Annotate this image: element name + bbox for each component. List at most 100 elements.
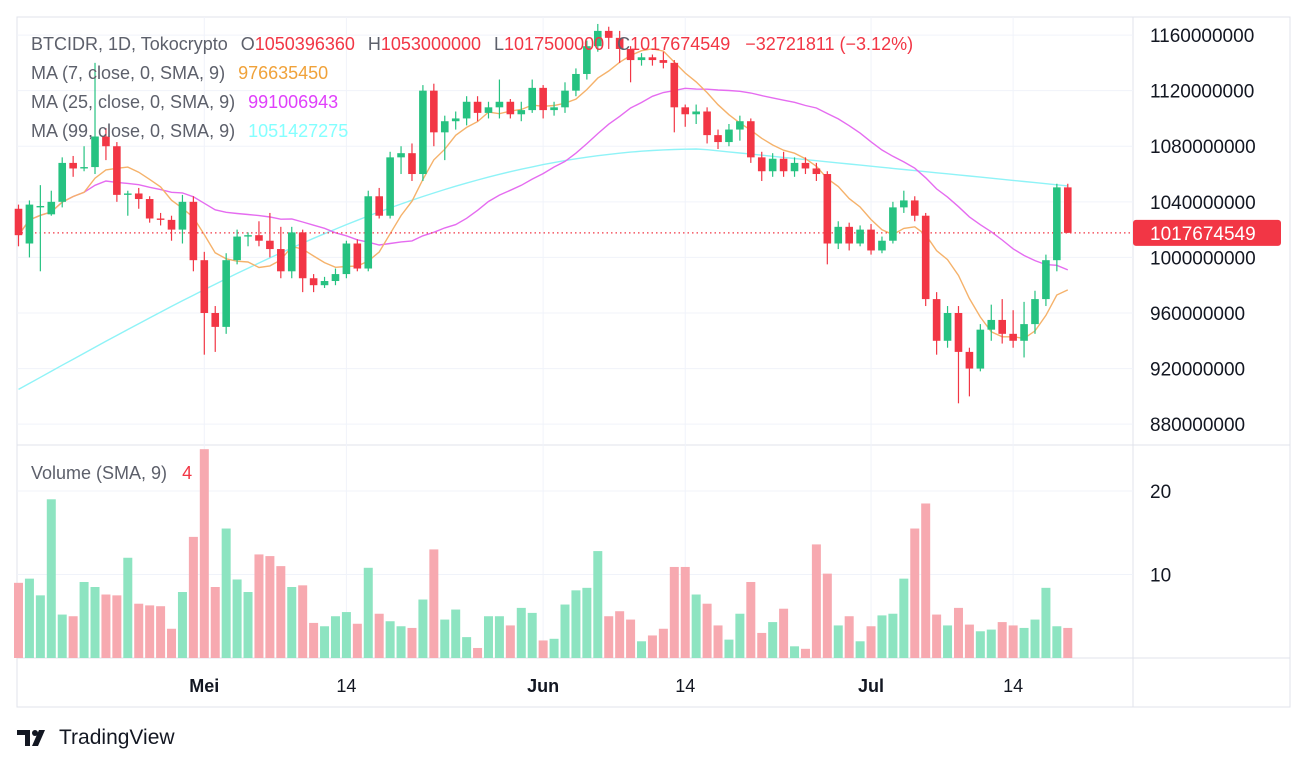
volume-bar <box>877 615 887 658</box>
volume-tick-label: 20 <box>1150 482 1171 503</box>
last-price-tag <box>1133 219 1281 246</box>
volume-bar <box>822 573 832 658</box>
volume-bar <box>735 613 745 658</box>
volume-bar <box>330 616 340 658</box>
high-label: H <box>367 34 381 54</box>
volume-bar <box>724 639 734 658</box>
volume-bar <box>494 616 504 658</box>
candle-body <box>823 174 832 244</box>
volume-bar <box>910 528 920 658</box>
candle-body <box>80 167 88 169</box>
candle-body <box>615 37 624 49</box>
candle-body <box>1009 333 1017 341</box>
ma25-label: MA (25, close, 0, SMA, 9) <box>31 92 236 112</box>
volume-bar <box>932 614 942 658</box>
candle-body <box>812 168 821 175</box>
candle-body <box>233 236 241 261</box>
volume-bar <box>46 499 56 658</box>
price-tick-label: 880000000 <box>1150 415 1245 436</box>
volume-bar <box>921 503 931 658</box>
candle-body <box>408 153 416 175</box>
volume-bar <box>177 592 187 658</box>
volume-bar <box>844 616 854 658</box>
candle-body <box>703 111 711 136</box>
candle-body <box>397 153 405 158</box>
time-tick-label: 14 <box>336 676 356 696</box>
close-value: 1017674549 <box>630 34 731 54</box>
volume-bar <box>1041 587 1051 658</box>
candle-body <box>113 146 121 195</box>
volume-bar <box>757 632 767 658</box>
ma25-value: 991006943 <box>248 92 339 112</box>
volume-bar <box>615 611 625 658</box>
volume-bar <box>626 619 636 658</box>
volume-bar <box>156 606 166 658</box>
candle-body <box>954 312 963 352</box>
volume-bar <box>14 582 23 658</box>
volume-bar <box>1008 625 1018 658</box>
volume-bar <box>473 647 483 658</box>
volume-bar <box>134 603 144 658</box>
volume-bar <box>702 603 712 658</box>
close-label: C <box>617 34 631 54</box>
volume-bar <box>1030 619 1040 658</box>
volume-bar <box>462 637 472 658</box>
candle-body <box>561 90 569 108</box>
ma99-label: MA (99, close, 0, SMA, 9) <box>31 121 236 141</box>
candle-body <box>124 193 132 195</box>
candle-body <box>309 278 318 286</box>
volume-bar <box>232 579 242 658</box>
volume-bar <box>221 528 231 658</box>
candle-body <box>506 101 515 115</box>
volume-bar <box>451 609 461 658</box>
candle-body <box>451 118 460 122</box>
volume-bar <box>276 566 286 658</box>
candle-body <box>626 48 635 61</box>
candle-body <box>255 235 263 241</box>
ma99-legend: MA (99, close, 0, SMA, 9) 1051427275 <box>31 120 348 142</box>
ma7-value: 976635450 <box>238 63 329 83</box>
volume-label: Volume (SMA, 9) <box>31 463 168 483</box>
candle-body <box>14 208 23 236</box>
candle-body <box>889 207 897 241</box>
candle-body <box>342 243 351 275</box>
candle-body <box>189 201 198 261</box>
candle-body <box>943 312 952 341</box>
candle-body <box>167 219 176 230</box>
symbol-label: BTCIDR, 1D, Tokocrypto <box>31 34 228 54</box>
time-tick-label: Jun <box>527 676 559 696</box>
volume-bar <box>866 626 876 658</box>
candle-body <box>878 240 886 251</box>
volume-bar <box>549 638 559 658</box>
candle-body <box>845 226 853 244</box>
candle-body <box>440 121 449 133</box>
high-value: 1053000000 <box>380 34 481 54</box>
volume-bar <box>418 599 428 658</box>
volume-bar <box>101 594 111 658</box>
candle-body <box>156 218 165 220</box>
volume-bar <box>145 605 155 658</box>
candle-body <box>583 46 591 74</box>
volume-bar <box>964 624 974 658</box>
volume-bar <box>35 595 45 658</box>
candle-body <box>47 201 56 215</box>
volume-bar <box>243 592 253 658</box>
ma7-label: MA (7, close, 0, SMA, 9) <box>31 63 226 83</box>
volume-bar <box>888 613 898 658</box>
candle-body <box>539 87 547 111</box>
ohlc-legend: BTCIDR, 1D, Tokocrypto O1050396360 H1053… <box>31 33 913 55</box>
tradingview-logo[interactable]: TradingView <box>17 726 175 750</box>
candle-body <box>222 260 230 327</box>
volume-bar <box>298 585 308 658</box>
volume-bar <box>188 536 198 658</box>
volume-bar <box>352 623 362 658</box>
volume-bar <box>637 641 647 658</box>
candle-body <box>1063 187 1072 233</box>
candle-body <box>1042 260 1050 300</box>
time-tick-label: Jul <box>858 676 884 696</box>
volume-bar <box>68 616 78 658</box>
volume-bar <box>1052 626 1062 658</box>
candle-body <box>998 319 1006 334</box>
candle-body <box>320 281 329 286</box>
